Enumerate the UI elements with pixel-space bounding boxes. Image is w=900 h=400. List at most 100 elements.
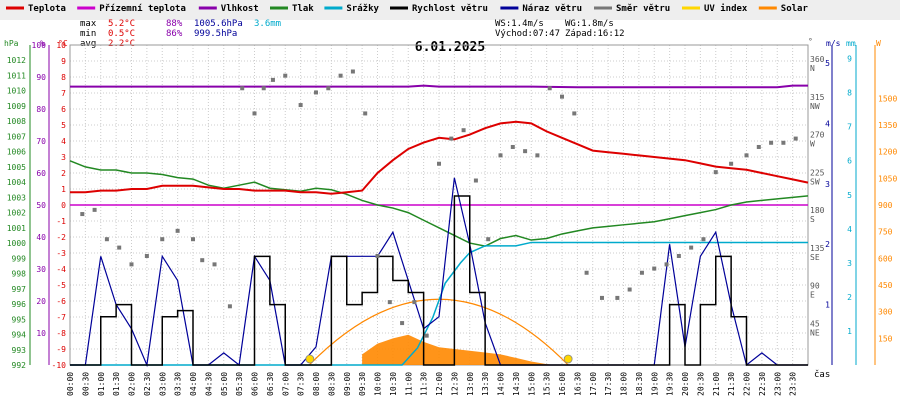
direction-point-13	[252, 111, 257, 116]
direction-tick-card-2: W	[810, 140, 815, 149]
x-tick-label-33: 16:30	[573, 372, 582, 396]
pressure-tick-17: 1009	[7, 102, 26, 111]
direction-point-15	[270, 77, 275, 82]
stat-min-label: min	[80, 29, 96, 39]
direction-point-30	[461, 128, 466, 133]
direction-tick-card-1: NW	[810, 102, 820, 111]
direction-point-17	[298, 103, 303, 108]
rain-tick-8: 1	[847, 327, 852, 336]
rain-tick-3: 6	[847, 157, 852, 166]
pressure-tick-5: 997	[12, 285, 27, 294]
direction-point-16	[283, 73, 288, 78]
wind-tick-3: 2	[825, 240, 830, 249]
x-tick-label-40: 20:00	[681, 372, 690, 396]
series-line-teplota	[70, 120, 809, 195]
direction-tick-deg-0: 360	[810, 55, 825, 64]
x-tick-label-17: 08:30	[327, 372, 336, 396]
temp-tick-4: -6	[56, 297, 66, 306]
direction-point-7	[175, 228, 180, 233]
direction-point-0	[80, 212, 85, 217]
direction-point-33	[498, 153, 503, 158]
solar-tick-1: 1350	[878, 121, 897, 130]
x-tick-label-47: 23:30	[789, 372, 798, 396]
unit-deg: °	[808, 37, 813, 46]
direction-point-10	[212, 262, 217, 267]
x-tick-label-35: 17:30	[604, 372, 613, 396]
direction-tick-card-7: NE	[810, 328, 820, 337]
wind-tick-2: 3	[825, 180, 830, 189]
direction-point-6	[160, 237, 165, 242]
direction-point-39	[572, 111, 577, 116]
direction-tick-card-3: SW	[810, 177, 820, 186]
x-tick-label-1: 00:30	[81, 372, 90, 396]
direction-point-44	[639, 270, 644, 275]
stat-min-hum: 86%	[166, 29, 183, 39]
humidity-tick-4: 50	[36, 201, 46, 210]
x-tick-label-13: 06:30	[266, 372, 275, 396]
sun-marker-1	[563, 354, 573, 364]
direction-point-26	[412, 300, 417, 305]
direction-point-25	[400, 321, 405, 326]
x-tick-label-38: 19:00	[650, 372, 659, 396]
direction-point-5	[144, 253, 149, 258]
rain-tick-2: 7	[847, 123, 852, 132]
direction-point-53	[756, 144, 761, 149]
x-tick-label-25: 12:30	[450, 372, 459, 396]
solar-tick-9: 150	[878, 334, 893, 343]
temp-tick-3: -7	[56, 313, 66, 322]
direction-point-29	[449, 136, 454, 141]
legend-label-4: Srážky	[346, 4, 379, 14]
x-tick-label-44: 22:00	[743, 372, 752, 396]
direction-point-47	[676, 253, 681, 258]
direction-point-51	[729, 161, 734, 166]
direction-point-36	[535, 153, 540, 158]
temp-tick-13: 3	[61, 153, 66, 162]
x-tick-label-34: 17:00	[589, 372, 598, 396]
temp-tick-14: 4	[61, 137, 66, 146]
humidity-tick-3: 40	[36, 233, 46, 242]
pressure-tick-6: 998	[12, 270, 27, 279]
x-tick-label-18: 09:00	[343, 372, 352, 396]
x-tick-label-12: 06:00	[251, 372, 260, 396]
temp-tick-1: -9	[56, 345, 66, 354]
x-tick-label-43: 21:30	[727, 372, 736, 396]
x-tick-label-4: 02:00	[128, 372, 137, 396]
x-tick-label-31: 15:30	[543, 372, 552, 396]
direction-point-1	[92, 207, 97, 212]
pressure-tick-16: 1008	[7, 117, 26, 126]
humidity-tick-9: 100	[32, 41, 47, 50]
direction-point-19	[326, 86, 331, 91]
direction-point-9	[200, 258, 205, 263]
direction-point-42	[615, 295, 620, 300]
stat-max-label: max	[80, 19, 97, 29]
x-tick-label-26: 13:00	[466, 372, 475, 396]
pressure-tick-20: 1012	[7, 56, 26, 65]
axis-units: hPa % °C ° m/s mm W čas	[4, 37, 881, 380]
direction-point-11	[227, 304, 232, 309]
unit-hpa: hPa	[4, 39, 19, 48]
series-line-srazky	[70, 241, 808, 366]
x-tick-label-3: 01:30	[112, 372, 121, 396]
pressure-tick-0: 992	[12, 361, 27, 370]
direction-point-27	[424, 333, 429, 338]
rain-tick-5: 4	[847, 225, 852, 234]
stat-min-press: 999.5hPa	[194, 29, 237, 39]
legend-label-3: Tlak	[292, 4, 314, 14]
rain-tick-4: 5	[847, 191, 852, 200]
temp-tick-20: 10	[56, 41, 66, 50]
x-tick-label-36: 18:00	[620, 372, 629, 396]
humidity-tick-1: 20	[36, 297, 46, 306]
solar-tick-2: 1200	[878, 148, 897, 157]
solar-tick-5: 750	[878, 228, 893, 237]
series-layer	[69, 69, 809, 368]
direction-point-48	[689, 245, 694, 250]
x-tick-label-8: 04:00	[189, 372, 198, 396]
temp-tick-19: 9	[61, 57, 66, 66]
legend-label-1: Přízemní teplota	[99, 4, 186, 14]
solar-tick-3: 1050	[878, 174, 897, 183]
wind-tick-0: 5	[825, 59, 830, 68]
direction-point-43	[627, 287, 632, 292]
solar-tick-7: 450	[878, 281, 893, 290]
pressure-tick-3: 995	[12, 315, 27, 324]
